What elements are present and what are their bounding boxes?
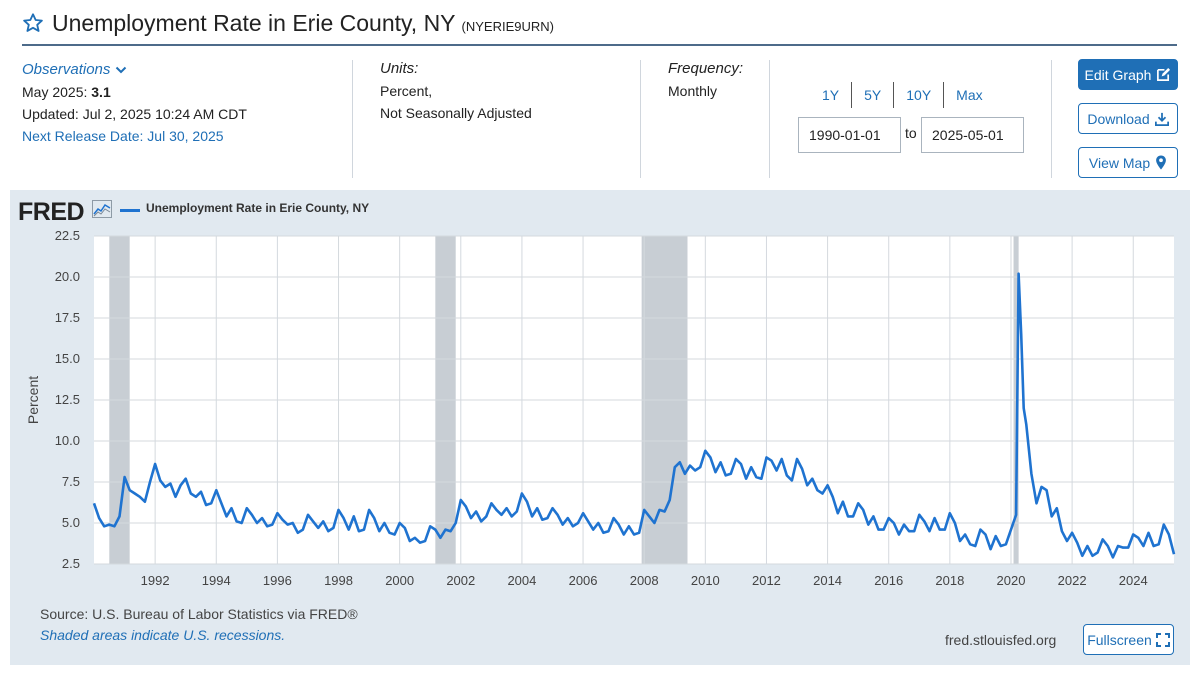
download-icon bbox=[1154, 112, 1169, 126]
map-pin-icon bbox=[1156, 155, 1166, 170]
edit-icon bbox=[1157, 67, 1171, 81]
range-tab-max[interactable]: Max bbox=[956, 87, 983, 103]
x-tick-label: 2022 bbox=[1058, 573, 1087, 588]
column-divider bbox=[1051, 60, 1052, 178]
y-tick-label: 15.0 bbox=[55, 351, 80, 366]
fred-chart-icon bbox=[92, 200, 112, 218]
x-tick-label: 1994 bbox=[202, 573, 231, 588]
y-tick-label: 5.0 bbox=[62, 515, 80, 530]
chart-svg[interactable]: 22.5 20.0 17.5 15.0 12.5 10.0 7.5 5.0 2.5 1992 199… bbox=[10, 190, 1190, 600]
series-line bbox=[92, 272, 1176, 559]
fullscreen-icon bbox=[1155, 632, 1170, 647]
range-tab-10y[interactable]: 10Y bbox=[894, 82, 945, 108]
legend-label: Unemployment Rate in Erie County, NY bbox=[146, 201, 370, 215]
site-url[interactable]: fred.stlouisfed.org bbox=[945, 632, 1057, 648]
end-date-input[interactable] bbox=[921, 117, 1024, 153]
star-icon[interactable] bbox=[22, 12, 44, 34]
units-label: Units: bbox=[380, 60, 419, 77]
x-tick-label: 1998 bbox=[324, 573, 353, 588]
latest-observation: May 2025: 3.1 bbox=[22, 81, 247, 103]
chevron-down-icon bbox=[116, 66, 127, 74]
x-tick-label: 2010 bbox=[691, 573, 720, 588]
y-tick-label: 20.0 bbox=[55, 269, 80, 284]
y-tick-label: 17.5 bbox=[55, 310, 80, 325]
download-button[interactable]: Download bbox=[1078, 103, 1178, 134]
legend-swatch bbox=[120, 209, 140, 212]
y-tick-label: 2.5 bbox=[62, 556, 80, 571]
observations-label: Observations bbox=[22, 61, 111, 78]
units-line2: Not Seasonally Adjusted bbox=[380, 105, 532, 121]
page-title: Unemployment Rate in Erie County, NY bbox=[52, 9, 456, 36]
range-tabs: 1Y 5Y 10Y Max bbox=[810, 82, 995, 108]
download-label: Download bbox=[1087, 110, 1150, 127]
units-line1: Percent, bbox=[380, 83, 433, 99]
fred-logo: FRED bbox=[18, 198, 85, 226]
x-tick-label: 2014 bbox=[813, 573, 842, 588]
next-release-link[interactable]: Next Release Date: Jul 30, 2025 bbox=[22, 128, 224, 144]
units-panel: Units: Percent, Not Seasonally Adjusted bbox=[380, 58, 532, 124]
x-tick-label: 2016 bbox=[874, 573, 903, 588]
column-divider bbox=[769, 60, 770, 178]
x-tick-label: 1992 bbox=[141, 573, 170, 588]
range-tab-1y[interactable]: 1Y bbox=[810, 82, 853, 108]
edit-graph-button[interactable]: Edit Graph bbox=[1078, 59, 1178, 90]
range-tab-5y[interactable]: 5Y bbox=[852, 82, 895, 108]
x-tick-label: 2008 bbox=[630, 573, 659, 588]
edit-graph-label: Edit Graph bbox=[1084, 66, 1152, 83]
x-tick-label: 2018 bbox=[935, 573, 964, 588]
observations-toggle[interactable]: Observations bbox=[22, 59, 127, 81]
latest-observation-value: 3.1 bbox=[91, 84, 111, 100]
frequency-panel: Frequency: Monthly bbox=[668, 58, 743, 102]
y-tick-label: 7.5 bbox=[62, 474, 80, 489]
x-tick-label: 2000 bbox=[385, 573, 414, 588]
start-date-input[interactable] bbox=[798, 117, 901, 153]
source-text: Source: U.S. Bureau of Labor Statistics … bbox=[40, 606, 358, 622]
graph-panel: 22.5 20.0 17.5 15.0 12.5 10.0 7.5 5.0 2.5 1992 199… bbox=[10, 190, 1190, 665]
fullscreen-label: Fullscreen bbox=[1087, 631, 1152, 648]
recession-note: Shaded areas indicate U.S. recessions. bbox=[40, 627, 286, 643]
latest-observation-label: May 2025: bbox=[22, 84, 88, 100]
title-row: Unemployment Rate in Erie County, NY (NY… bbox=[22, 8, 554, 38]
frequency-label: Frequency: bbox=[668, 60, 744, 77]
fullscreen-button[interactable]: Fullscreen bbox=[1083, 624, 1174, 655]
x-tick-label: 2012 bbox=[752, 573, 781, 588]
x-tick-label: 2004 bbox=[507, 573, 536, 588]
x-tick-label: 1996 bbox=[263, 573, 292, 588]
title-divider bbox=[22, 44, 1177, 46]
y-tick-label: 22.5 bbox=[55, 228, 80, 243]
updated-text: Updated: Jul 2, 2025 10:24 AM CDT bbox=[22, 106, 247, 122]
column-divider bbox=[640, 60, 641, 178]
x-tick-label: 2006 bbox=[569, 573, 598, 588]
x-tick-label: 2002 bbox=[446, 573, 475, 588]
y-tick-label: 12.5 bbox=[55, 392, 80, 407]
observations-panel: Observations May 2025: 3.1 Updated: Jul … bbox=[22, 58, 247, 147]
x-tick-label: 2024 bbox=[1119, 573, 1148, 588]
view-map-label: View Map bbox=[1088, 154, 1151, 171]
x-tick-label: 2020 bbox=[997, 573, 1026, 588]
frequency-value: Monthly bbox=[668, 83, 718, 99]
column-divider bbox=[352, 60, 353, 178]
y-axis-label: Percent bbox=[25, 376, 41, 424]
series-id: (NYERIE9URN) bbox=[461, 18, 554, 34]
to-label: to bbox=[905, 125, 917, 141]
y-tick-label: 10.0 bbox=[55, 433, 80, 448]
view-map-button[interactable]: View Map bbox=[1078, 147, 1178, 178]
